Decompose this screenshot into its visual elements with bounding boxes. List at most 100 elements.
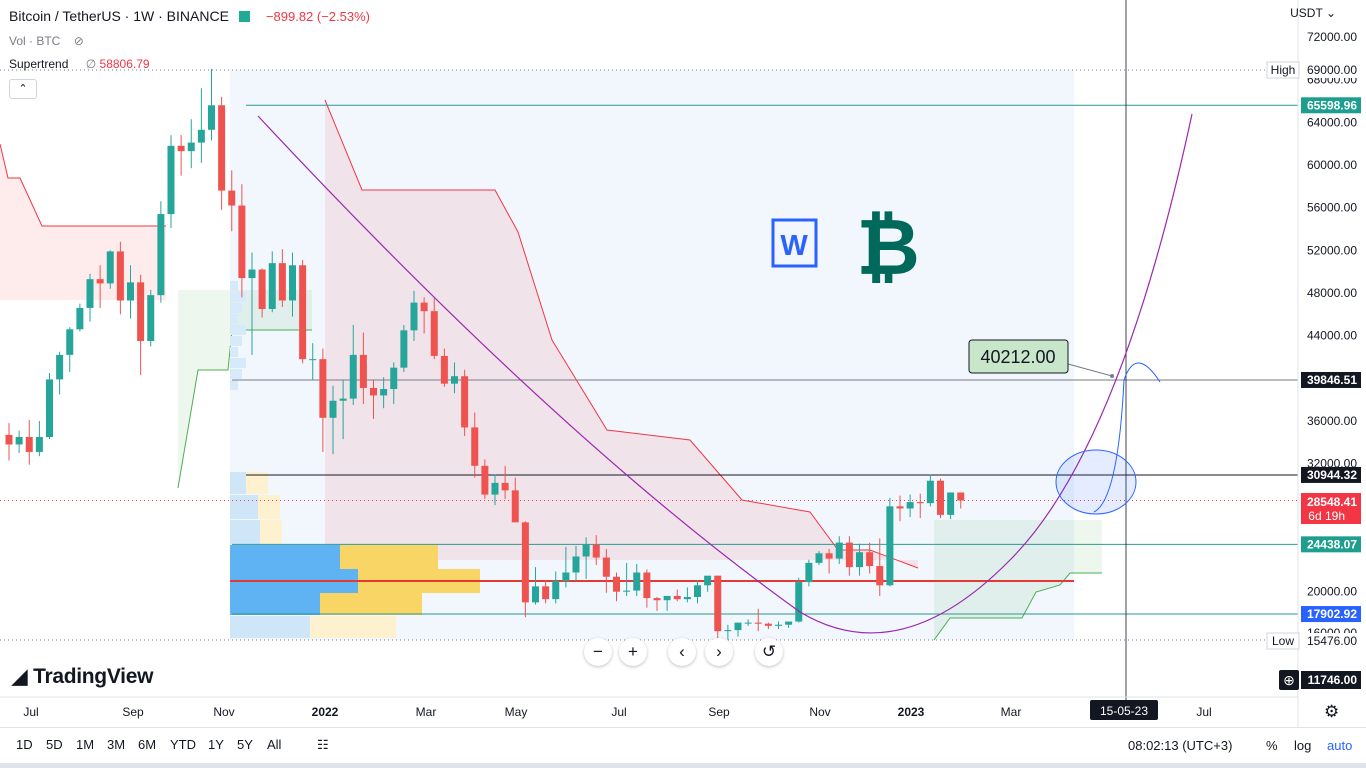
y-tick-6: 48000.00: [1307, 286, 1357, 300]
supertrend-down-fill-1: [0, 144, 166, 300]
tradingview-logo[interactable]: ◢ TradingView: [12, 664, 153, 689]
candle-body-36: [370, 387, 377, 396]
candle-body-68: [694, 585, 701, 598]
candle-body-46: [471, 427, 479, 466]
candle-body-78: [795, 582, 803, 622]
volume-profile-top-7: [230, 303, 242, 313]
scroll-right-button[interactable]: ›: [705, 638, 733, 666]
cursor-date-label: 15-05-23: [1100, 704, 1148, 718]
candle-body-71: [724, 630, 732, 632]
candle-body-50: [511, 490, 519, 523]
candle-body-91: [926, 480, 934, 504]
candle-body-94: [957, 492, 965, 501]
tag-17902-bg: [1301, 606, 1361, 623]
log-toggle[interactable]: log: [1294, 738, 1312, 753]
candle-body-90: [916, 502, 924, 504]
clock[interactable]: 08:02:13 (UTC+3): [1128, 738, 1233, 753]
annotation-box: [968, 339, 1069, 374]
gear-icon: ⚙: [1324, 702, 1340, 721]
x-tick-3: 2022: [312, 705, 339, 719]
range-1m[interactable]: 1M: [76, 737, 95, 752]
candle-body-9: [96, 279, 104, 284]
x-tick-6: Jul: [611, 705, 626, 719]
candle-body-92: [937, 480, 944, 515]
candle-body-77: [785, 621, 793, 625]
range-ytd[interactable]: YTD: [170, 737, 196, 752]
supertrend-down-line-2: [324, 99, 919, 569]
chevron-right-icon: ›: [716, 642, 722, 661]
candle-body-56: [572, 556, 580, 573]
candle-body-87: [886, 506, 894, 586]
currency-selector[interactable]: USDT ⌄: [1290, 6, 1336, 20]
x-tick-1: Sep: [122, 705, 144, 719]
reset-chart-button[interactable]: ↺: [755, 638, 783, 666]
range-all[interactable]: All: [267, 737, 282, 752]
candle-body-79: [805, 562, 813, 583]
chart-settings-button[interactable]: ⚙: [1324, 702, 1339, 722]
symbol-title[interactable]: Bitcoin / TetherUS · 1W · BINANCE: [9, 8, 229, 24]
candle-body-23: [238, 205, 246, 279]
tag-39846-bg: [1301, 371, 1361, 388]
projection-path: [1093, 362, 1161, 513]
supertrend-legend[interactable]: Supertrend ∅ 58806.79: [9, 57, 150, 71]
volume-label: Vol · BTC: [9, 34, 61, 48]
candle-body-55: [562, 572, 570, 582]
crosshair-price-tag-bg: [1301, 671, 1361, 689]
candle-body-12: [127, 282, 134, 301]
candle-body-48: [491, 482, 499, 495]
candle-body-52: [532, 586, 539, 603]
zoom-in-button[interactable]: +: [619, 638, 647, 666]
auto-toggle[interactable]: auto: [1327, 738, 1353, 753]
candle-body-85: [866, 552, 874, 567]
price-chart[interactable]: 40212.00W ₿72000.0068000.0064000.0060000.…: [0, 0, 1366, 727]
price-change: −899.82 (−2.53%): [265, 9, 370, 24]
plus-circle-icon: ⊕: [1283, 672, 1295, 688]
candle-body-74: [754, 622, 762, 624]
zoom-out-button[interactable]: −: [584, 638, 612, 666]
volume-profile-up-0: [230, 472, 246, 494]
candles-group: [5, 69, 965, 640]
collapse-legend-button[interactable]: ⌃: [9, 79, 37, 99]
symbol-header[interactable]: Bitcoin / TetherUS · 1W · BINANCE −899.82…: [9, 8, 370, 24]
date-range-icon[interactable]: ☷: [317, 737, 329, 752]
tag-24438-text: 24438.07: [1307, 537, 1357, 551]
tag-24438-bg: [1301, 536, 1361, 553]
chevron-left-icon: ‹: [679, 642, 685, 661]
percent-toggle[interactable]: %: [1266, 738, 1278, 753]
range-3m[interactable]: 3M: [107, 737, 126, 752]
eye-hidden-icon[interactable]: ⊘: [73, 34, 84, 48]
range-1d[interactable]: 1D: [16, 737, 33, 752]
candle-body-45: [461, 376, 469, 428]
candle-body-73: [744, 622, 752, 624]
volume-profile-up-2: [230, 520, 260, 544]
candle-body-8: [86, 279, 94, 308]
x-tick-8: Nov: [809, 705, 830, 719]
candle-body-82: [835, 542, 843, 559]
range-5y[interactable]: 5Y: [237, 737, 253, 752]
cursor-date-bg: [1090, 700, 1158, 720]
candle-body-20: [208, 105, 215, 130]
range-1y[interactable]: 1Y: [208, 737, 224, 752]
bitcoin-logo: ₿: [856, 203, 920, 293]
add-level-button[interactable]: ⊕: [1279, 670, 1299, 690]
scroll-left-button[interactable]: ‹: [668, 638, 696, 666]
low-tag-box: [1266, 632, 1300, 650]
volume-profile-down-5: [320, 593, 422, 615]
candle-body-3: [35, 437, 43, 452]
candle-body-83: [845, 542, 853, 568]
highlight-ellipse: [1055, 449, 1137, 515]
x-tick-11: Jul: [1196, 705, 1211, 719]
volume-profile-down-3: [340, 545, 438, 569]
candle-body-4: [46, 379, 53, 438]
range-5d[interactable]: 5D: [46, 737, 63, 752]
high-value: 69000.00: [1307, 63, 1357, 77]
range-6m[interactable]: 6M: [138, 737, 157, 752]
volume-legend[interactable]: Vol · BTC ⊘: [9, 34, 84, 48]
x-tick-2: Nov: [213, 705, 234, 719]
candle-countdown: 6d 19h: [1308, 509, 1345, 523]
w-logo-letter: W: [780, 230, 808, 262]
candle-body-65: [663, 595, 671, 601]
candle-body-14: [147, 295, 155, 342]
candle-body-39: [400, 330, 408, 368]
bottom-strip: [0, 763, 1366, 768]
